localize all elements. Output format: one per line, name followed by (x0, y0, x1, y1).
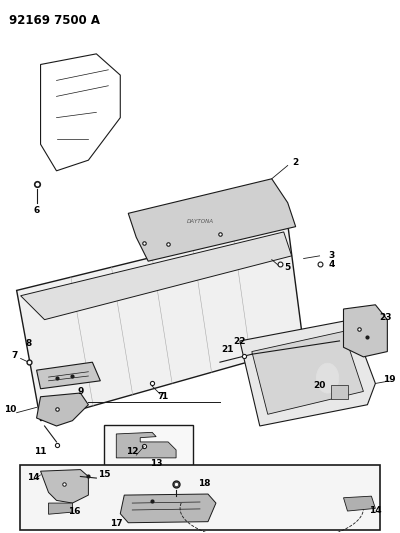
Text: 3: 3 (328, 251, 335, 260)
FancyBboxPatch shape (104, 425, 193, 488)
Text: 16: 16 (68, 506, 81, 515)
Text: 23: 23 (379, 313, 392, 322)
Text: 7: 7 (157, 392, 163, 401)
Polygon shape (21, 232, 292, 320)
FancyBboxPatch shape (20, 465, 380, 530)
Text: 2: 2 (292, 158, 299, 167)
Polygon shape (344, 305, 387, 357)
FancyBboxPatch shape (331, 385, 348, 399)
Text: 19: 19 (383, 375, 396, 384)
Text: 15: 15 (98, 470, 110, 479)
Text: 4: 4 (328, 261, 335, 269)
Text: 5: 5 (284, 263, 291, 272)
Text: 12: 12 (126, 447, 138, 456)
Text: 18: 18 (198, 479, 210, 488)
Text: 9: 9 (77, 387, 84, 396)
Text: 14: 14 (369, 506, 382, 515)
Polygon shape (128, 179, 296, 261)
Polygon shape (40, 470, 88, 503)
Polygon shape (120, 494, 216, 523)
Polygon shape (36, 393, 88, 426)
Text: 1: 1 (161, 392, 167, 401)
Polygon shape (48, 503, 72, 514)
Text: 14: 14 (28, 473, 40, 481)
Text: 92169 7500 A: 92169 7500 A (9, 14, 100, 27)
Text: DAYTONA: DAYTONA (186, 219, 214, 224)
Text: 17: 17 (110, 519, 123, 528)
Polygon shape (17, 224, 304, 421)
Polygon shape (344, 496, 375, 511)
Text: 13: 13 (150, 459, 162, 467)
Text: 6: 6 (34, 206, 40, 215)
Text: 8: 8 (26, 339, 32, 348)
Polygon shape (36, 362, 100, 389)
Text: 10: 10 (4, 405, 17, 414)
Text: 22: 22 (234, 337, 246, 346)
Text: 11: 11 (34, 447, 47, 456)
Text: 21: 21 (222, 345, 234, 354)
Text: 7: 7 (12, 351, 18, 360)
Polygon shape (252, 332, 364, 414)
Text: 20: 20 (313, 381, 326, 390)
Circle shape (316, 364, 339, 393)
Polygon shape (116, 432, 176, 458)
Polygon shape (240, 320, 375, 426)
